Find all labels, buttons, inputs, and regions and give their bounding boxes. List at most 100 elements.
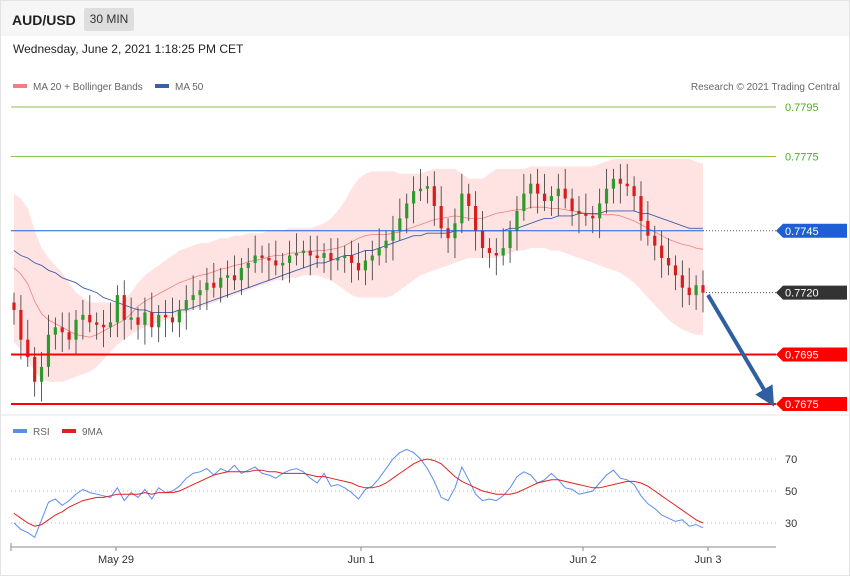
candle-body (460, 193, 464, 224)
candle-body (205, 282, 209, 291)
candle-body (563, 188, 567, 199)
candle-body (487, 248, 492, 254)
candle-body (646, 220, 650, 236)
candle-body (329, 253, 333, 261)
x-tick-label: Jun 3 (695, 554, 722, 566)
candle-body (260, 255, 264, 258)
candle-body (26, 339, 30, 357)
x-tick-label: May 29 (98, 554, 134, 566)
candle-body (33, 356, 37, 382)
candle-body (542, 193, 547, 202)
candle-body (350, 255, 354, 263)
candle-body (143, 312, 147, 325)
candle-body (611, 178, 616, 189)
candle-body (157, 314, 161, 328)
candle-body (618, 178, 622, 184)
candle-body (625, 183, 629, 187)
candle-body (19, 309, 23, 340)
candle-body (632, 186, 636, 197)
candle-body (370, 255, 374, 261)
candle-body (577, 210, 581, 214)
candle-body (653, 235, 657, 246)
rsi-legend-label: RSI (33, 427, 50, 438)
candle-body (281, 262, 285, 266)
candle-body (301, 250, 305, 254)
candle-body (660, 245, 664, 258)
candle-body (122, 295, 126, 320)
candle-body (694, 285, 698, 296)
candle-body (480, 230, 485, 249)
candle-body (232, 275, 237, 281)
price-tag-target (776, 347, 847, 362)
candle-body (494, 253, 498, 256)
candle-body (150, 312, 154, 328)
candle-body (177, 309, 181, 323)
candle-body (666, 257, 671, 266)
candle-body (74, 319, 78, 340)
candle-body (253, 255, 257, 263)
candle-body (701, 285, 705, 293)
rsi-tick-label: 70 (785, 454, 797, 466)
candle-body (81, 314, 85, 320)
candle-body (687, 287, 691, 296)
ma50-legend-swatch (155, 84, 169, 88)
rsi-ma-legend-label: 9MA (82, 427, 103, 438)
rsi-line (13, 448, 704, 539)
candle-body (12, 302, 16, 310)
price-series (12, 159, 705, 402)
candle-body (219, 277, 223, 288)
candle-body (67, 332, 71, 340)
candle-body (570, 198, 574, 211)
candle-body (294, 253, 299, 256)
candle-body (556, 188, 560, 197)
candle-body (39, 366, 44, 382)
candle-body (46, 334, 51, 367)
rsi-legend-swatch (13, 429, 27, 433)
resistance-label: 0.7795 (785, 102, 819, 114)
candle-body (115, 295, 119, 323)
candle-body (549, 196, 554, 202)
candle-body (680, 275, 684, 288)
candle-body (101, 324, 106, 328)
candle-body (95, 322, 99, 325)
ma20-legend-label: MA 20 + Bollinger Bands (33, 82, 143, 93)
price-tag-label: 0.7675 (785, 399, 819, 411)
candle-body (191, 295, 195, 301)
price-tag-label: 0.7695 (785, 350, 819, 362)
candle-body (432, 186, 436, 206)
candle-body (288, 255, 292, 263)
candle-body (467, 193, 471, 206)
candle-body (604, 188, 609, 204)
candle-body (322, 253, 326, 258)
candle-body (398, 218, 402, 231)
candle-body (184, 300, 188, 310)
candle-body (391, 230, 395, 241)
ma50-legend-label: MA 50 (175, 82, 204, 93)
timeframe-button[interactable]: 30 MIN (84, 8, 134, 31)
candle-body (274, 260, 278, 266)
header-bar: AUD/USD 30 MIN (1, 1, 849, 36)
candle-body (267, 257, 271, 261)
rsi-series: 70 50 30 (11, 448, 797, 539)
x-tick-label: Jun 2 (570, 554, 597, 566)
rsi-ma-legend-swatch (62, 429, 76, 433)
candle-body (129, 317, 133, 320)
candle-body (88, 314, 92, 323)
candle-body (108, 322, 113, 328)
candle-body (163, 314, 168, 318)
candle-body (522, 193, 526, 211)
resistance-label: 0.7775 (785, 152, 819, 164)
candle-body (60, 327, 64, 333)
credit-label: Research © 2021 Trading Central (691, 82, 840, 93)
x-axis: May 29 Jun 1 Jun 2 Jun 3 (10, 543, 722, 566)
candle-body (53, 327, 57, 335)
candle-body (198, 290, 202, 296)
datetime-label: Wednesday, June 2, 2021 1:18:25 PM CET (13, 42, 244, 56)
x-tick-label: Jun 1 (348, 554, 375, 566)
rsi-tick-label: 50 (785, 486, 797, 498)
candle-body (170, 317, 175, 323)
candle-body (584, 213, 588, 216)
candle-body (474, 206, 478, 231)
price-tag-pivot (776, 223, 847, 238)
